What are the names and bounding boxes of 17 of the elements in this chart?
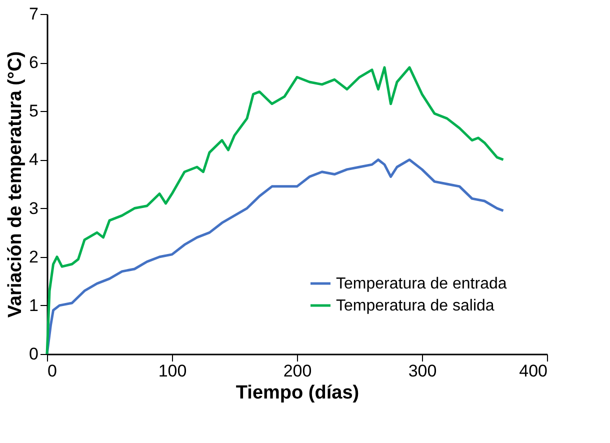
x-tick-label: 100 <box>158 362 187 380</box>
y-tick-label: 3 <box>29 198 38 218</box>
y-tick-label: 1 <box>29 296 38 315</box>
legend-label: Temperatura de entrada <box>336 276 507 292</box>
y-tick-label: 7 <box>29 4 38 24</box>
y-tick-label: 2 <box>29 247 38 266</box>
y-tick-label: 5 <box>29 102 38 121</box>
legend-label: Temperatura de salida <box>336 298 494 314</box>
y-tick-label: 6 <box>29 53 38 72</box>
x-tick-label: 400 <box>519 362 548 380</box>
x-tick-label: 0 <box>48 362 57 380</box>
x-tick-label: 200 <box>283 362 312 380</box>
x-tick-label: 300 <box>408 362 437 380</box>
y-tick-label: 0 <box>29 344 38 364</box>
x-axis-title: Tiempo (días) <box>236 382 360 404</box>
y-tick-label: 4 <box>29 150 38 170</box>
y-axis-title: Variación de temperatura (°C) <box>5 51 26 318</box>
